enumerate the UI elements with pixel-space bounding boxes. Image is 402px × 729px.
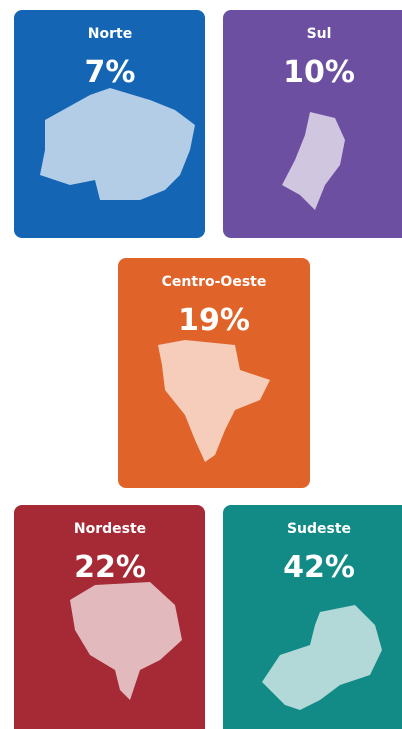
region-share: 22% [74, 550, 146, 585]
map-sudeste [262, 605, 382, 710]
region-name: Centro-Oeste [162, 274, 267, 290]
region-share: 42% [283, 550, 355, 585]
region-share: 7% [85, 55, 136, 90]
map-sul [282, 112, 345, 210]
map-nordeste [70, 582, 182, 700]
region-name: Norte [88, 26, 132, 42]
region-share: 10% [283, 55, 355, 90]
region-name: Nordeste [74, 521, 146, 537]
map-norte [40, 88, 195, 200]
region-name: Sul [307, 26, 332, 42]
region-maps [40, 88, 382, 710]
region-name: Sudeste [287, 521, 351, 537]
region-share: 19% [178, 303, 250, 338]
map-centro-oeste [158, 340, 270, 462]
